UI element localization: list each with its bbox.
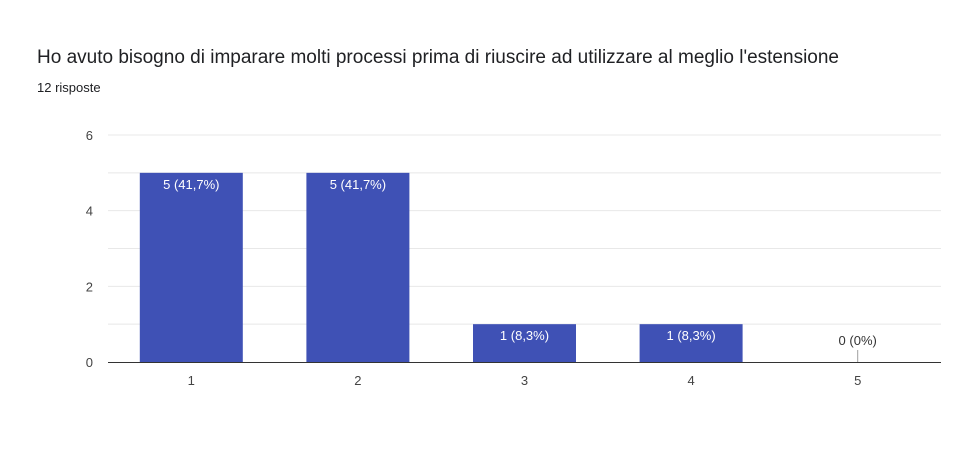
y-tick-label: 6 [86, 128, 93, 143]
data-label: 1 (8,3%) [667, 328, 716, 343]
data-label: 0 (0%) [839, 333, 877, 348]
chart-title: Ho avuto bisogno di imparare molti proce… [37, 47, 839, 68]
y-tick-label: 4 [86, 204, 93, 219]
x-tick-label: 2 [354, 373, 361, 388]
bar-2 [306, 172, 410, 362]
data-label: 5 (41,7%) [163, 177, 219, 192]
x-tick-label: 5 [854, 373, 861, 388]
x-tick-label: 1 [188, 373, 195, 388]
y-tick-label: 0 [86, 355, 93, 370]
data-label: 5 (41,7%) [330, 177, 386, 192]
y-tick-label: 2 [86, 279, 93, 294]
data-labels: 5 (41,7%) 5 (41,7%) 1 (8,3%) 1 (8,3%) 0 (0%) [163, 177, 877, 362]
x-tick-label: 4 [687, 373, 694, 388]
bar-4 [639, 324, 743, 362]
response-count: 12 risposte [37, 80, 101, 95]
data-label: 1 (8,3%) [500, 328, 549, 343]
x-tick-label: 3 [521, 373, 528, 388]
bar-3 [473, 324, 576, 362]
y-axis-ticks: 0 2 4 6 [86, 128, 93, 370]
bar-1 [139, 172, 243, 362]
bars [139, 172, 743, 362]
x-axis-ticks: 1 2 3 4 5 [188, 373, 862, 388]
